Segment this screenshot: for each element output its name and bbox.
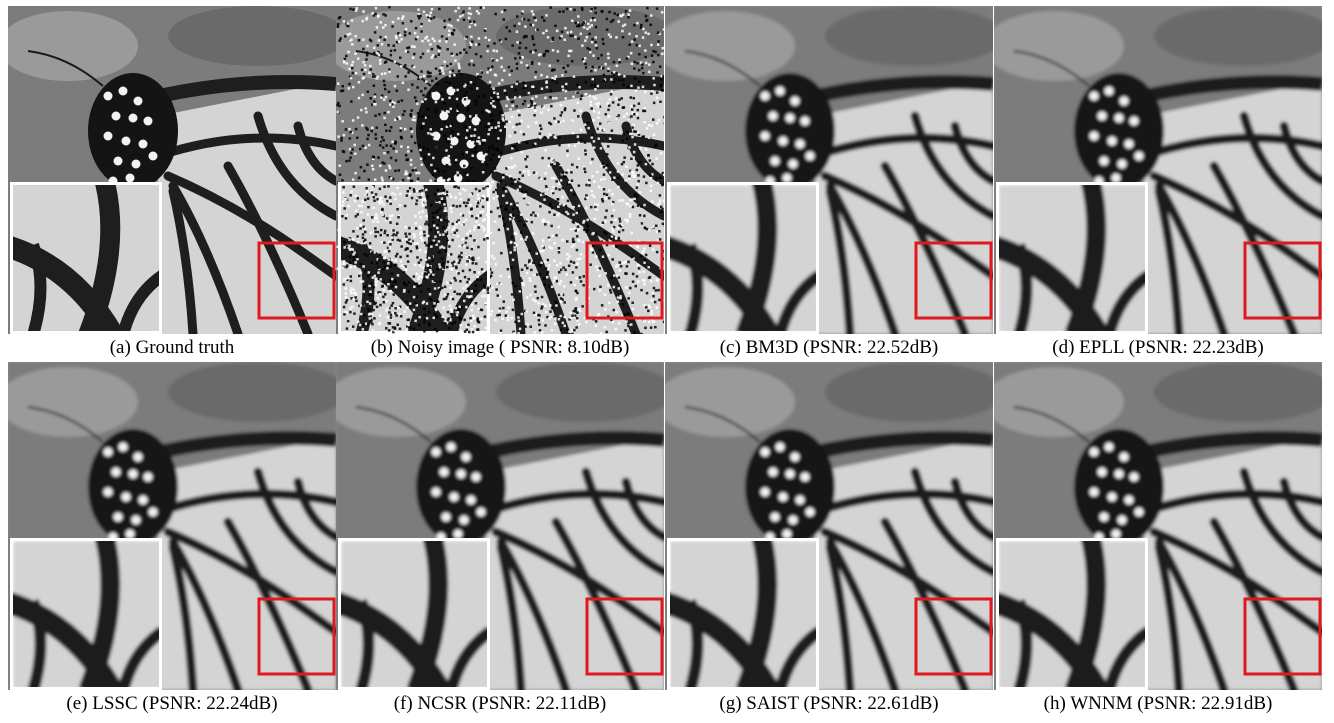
butterfly-wing-image — [336, 6, 664, 334]
zoom-inset — [8, 175, 163, 334]
zoom-inset — [994, 531, 1149, 690]
panel-image — [8, 6, 336, 334]
butterfly-wing-image — [8, 362, 336, 690]
panel-caption: (f) NCSR (PSNR: 22.11dB) — [330, 693, 670, 715]
panel-caption: (d) EPLL (PSNR: 22.23dB) — [988, 337, 1328, 359]
panel-image — [8, 362, 336, 690]
zoom-inset — [336, 175, 491, 334]
panel-image — [336, 362, 664, 690]
zoom-inset — [336, 531, 491, 690]
panel-caption: (a) Ground truth — [2, 337, 342, 359]
zoom-inset — [8, 531, 163, 690]
butterfly-wing-image — [336, 362, 664, 690]
zoom-inset — [665, 531, 820, 690]
panel-image — [665, 6, 993, 334]
panel-image — [994, 362, 1322, 690]
panel-caption: (h) WNNM (PSNR: 22.91dB) — [988, 693, 1328, 715]
zoom-inset — [994, 175, 1149, 334]
butterfly-wing-image — [8, 6, 336, 334]
butterfly-wing-image — [665, 6, 993, 334]
zoom-inset — [665, 175, 820, 334]
butterfly-wing-image — [665, 362, 993, 690]
panel-caption: (c) BM3D (PSNR: 22.52dB) — [659, 337, 999, 359]
butterfly-wing-image — [994, 362, 1322, 690]
panel-image — [665, 362, 993, 690]
panel-caption: (g) SAIST (PSNR: 22.61dB) — [659, 693, 999, 715]
panel-caption: (b) Noisy image ( PSNR: 8.10dB) — [330, 337, 670, 359]
panel-caption: (e) LSSC (PSNR: 22.24dB) — [2, 693, 342, 715]
butterfly-wing-image — [994, 6, 1322, 334]
panel-image — [994, 6, 1322, 334]
panel-image — [336, 6, 664, 334]
